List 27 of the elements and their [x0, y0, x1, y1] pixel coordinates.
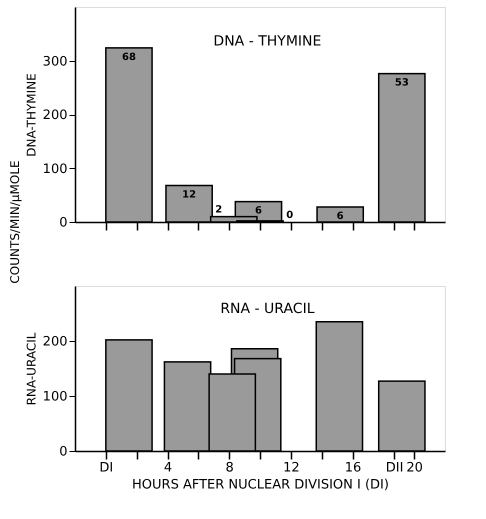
annotation: 68: [122, 52, 136, 63]
y-tick-label: 100: [42, 390, 68, 404]
y-tick-label: 200: [42, 334, 68, 350]
y-tick-label: 0: [59, 216, 68, 230]
annotation: 6: [336, 210, 344, 222]
x-tick-label: 12: [283, 460, 300, 476]
y-axis-title: RNA-URACIL: [24, 332, 39, 406]
x-tick-label: 4: [164, 460, 172, 476]
annotation: 2: [215, 204, 222, 216]
y-tick-label: 300: [42, 54, 68, 70]
annotation: 12: [182, 189, 196, 200]
annotation: 53: [394, 78, 409, 89]
y-tick-label: 0: [59, 444, 68, 460]
y-axis-title: DNA-THYMINE: [24, 73, 39, 157]
annotation: 6: [254, 206, 262, 217]
text: DNA - THYMINE: [213, 33, 322, 50]
annotation: 0: [286, 210, 294, 221]
text: RNA - URACIL: [220, 301, 315, 318]
x-tick-label: 8: [226, 460, 234, 476]
y-tick-label: 100: [42, 162, 68, 177]
x-tick-label: DI: [99, 460, 114, 476]
x-tick-label: DII: [386, 460, 404, 476]
text: COUNTS/MIN/μMOLE: [8, 160, 22, 284]
x-tick-label: 20: [406, 460, 423, 476]
y-tick-label: 200: [42, 108, 68, 123]
x-tick-label: 16: [344, 460, 362, 476]
x-axis-title: HOURS AFTER NUCLEAR DIVISION I (DI): [132, 478, 389, 492]
